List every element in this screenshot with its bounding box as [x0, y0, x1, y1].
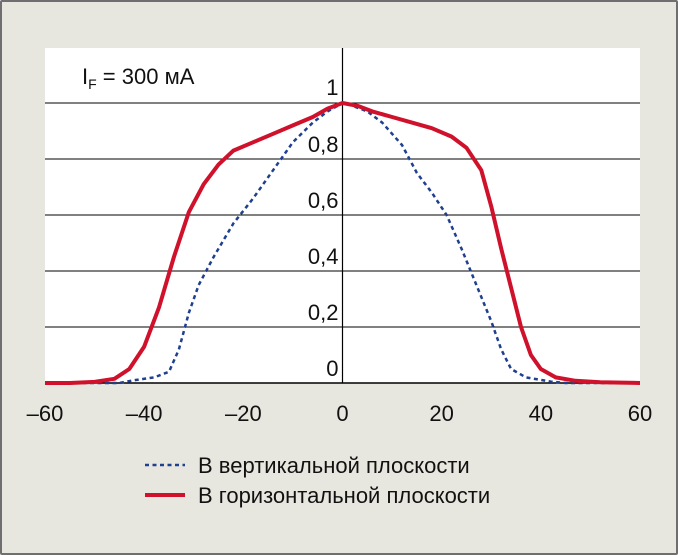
y-tick-labels: 0 0,2 0,4 0,6 0,8 1 [308, 75, 339, 381]
legend-label-vertical: В вертикальной плоскости [198, 453, 470, 478]
x-tick-label: –20 [225, 401, 262, 426]
y-tick-label: 0,8 [308, 132, 339, 157]
x-tick-labels: –60 –40 –20 0 20 40 60 [27, 401, 653, 426]
y-tick-label: 0 [326, 356, 338, 381]
x-tick-label: 40 [529, 401, 553, 426]
y-tick-label: 1 [326, 75, 338, 100]
legend: В вертикальной плоскости В горизонтально… [145, 453, 490, 508]
current-annotation: IF = 300 мА [82, 64, 195, 92]
x-tick-label: –60 [27, 401, 64, 426]
y-tick-label: 0,6 [308, 188, 339, 213]
x-tick-label: 0 [336, 401, 348, 426]
x-tick-label: –40 [126, 401, 163, 426]
annotation-value: = 300 мА [97, 64, 195, 89]
annotation-main: I [82, 64, 88, 89]
series-line-horizontal [45, 101, 641, 385]
y-tick-label: 0,4 [308, 244, 339, 269]
annotation-subscript: F [88, 76, 97, 92]
x-tick-label: 20 [429, 401, 453, 426]
y-tick-label: 0,2 [308, 300, 339, 325]
series-line-vertical [45, 101, 640, 385]
series-group [45, 101, 641, 385]
plot-area: 0 0,2 0,4 0,6 0,8 1 [45, 48, 641, 385]
x-tick-label: 60 [628, 401, 652, 426]
legend-label-horizontal: В горизонтальной плоскости [198, 483, 490, 508]
